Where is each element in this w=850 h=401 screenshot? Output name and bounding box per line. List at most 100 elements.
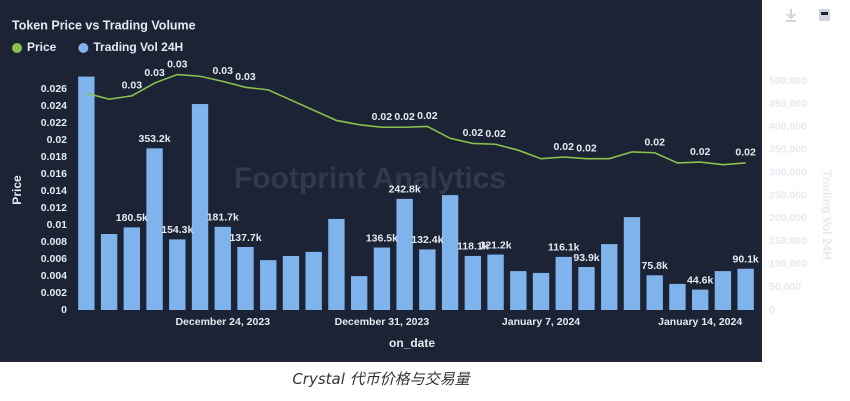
y-tick-label: 0.014 <box>41 185 67 197</box>
data-label: 0.03 <box>213 65 234 77</box>
bar <box>487 254 504 310</box>
y2-tick-label: 50,000 <box>769 281 801 293</box>
price-line <box>86 73 746 166</box>
legend-label: Price <box>27 40 57 54</box>
bar <box>282 255 300 310</box>
bar <box>305 251 322 310</box>
export-icon[interactable] <box>819 9 830 21</box>
y-tick-label: 0.004 <box>41 270 67 282</box>
x-tick-label: January 14, 2024 <box>658 316 742 328</box>
data-label: 0.02 <box>644 137 665 149</box>
y-tick-label: 0.01 <box>47 219 68 231</box>
bar <box>350 276 368 310</box>
y-axis-label: Price <box>10 175 24 205</box>
x-tick-label: January 7, 2024 <box>502 316 580 328</box>
y2-tick-label: 300,000 <box>769 166 807 178</box>
bar <box>532 272 550 310</box>
bar <box>737 268 754 310</box>
y2-tick-label: 0 <box>769 304 775 316</box>
bar <box>396 198 413 310</box>
data-label: 0.02 <box>372 111 393 123</box>
bar <box>441 195 459 310</box>
data-label: 353.2k <box>139 133 171 145</box>
bar <box>78 76 95 310</box>
data-label: 136.5k <box>366 232 398 244</box>
data-label: 0.02 <box>690 146 711 158</box>
data-label: 0.03 <box>167 58 188 70</box>
data-label: 118.1k <box>457 241 489 253</box>
bar <box>260 260 277 310</box>
y2-tick-label: 250,000 <box>769 189 807 201</box>
data-label: 0.03 <box>235 71 256 83</box>
bar <box>169 239 186 310</box>
bar <box>555 256 572 310</box>
y-tick-label: 0.006 <box>41 253 67 265</box>
data-label: 137.7k <box>229 232 261 244</box>
data-label: 0.02 <box>735 147 756 159</box>
download-icon[interactable] <box>786 9 796 22</box>
data-label: 0.02 <box>394 111 415 123</box>
bar <box>328 218 345 310</box>
data-label: 0.02 <box>485 128 506 140</box>
y2-tick-label: 100,000 <box>769 258 807 270</box>
bar <box>646 275 663 310</box>
data-label: 0.02 <box>463 127 484 139</box>
x-axis-label: on_date <box>389 336 435 350</box>
bar <box>510 271 527 310</box>
y-tick-label: 0.026 <box>41 83 67 95</box>
data-label: 0.03 <box>144 67 165 79</box>
y-tick-label: 0.008 <box>41 236 67 248</box>
data-label: 181.7k <box>207 212 239 224</box>
y2-tick-label: 500,000 <box>769 75 807 87</box>
bar <box>146 148 163 310</box>
data-label: 242.8k <box>389 184 421 196</box>
chart-title: Token Price vs Trading Volume <box>12 18 196 32</box>
data-label: 154.3k <box>161 224 193 236</box>
bar <box>714 271 732 310</box>
y-tick-label: 0 <box>61 304 67 316</box>
bar <box>623 217 641 310</box>
data-label: 75.8k <box>642 260 668 272</box>
data-label: 90.1k <box>732 254 758 266</box>
bar <box>669 283 686 310</box>
bar <box>601 244 618 310</box>
data-label: 180.5k <box>116 212 148 224</box>
data-label: 93.9k <box>573 252 599 264</box>
y2-tick-label: 450,000 <box>769 98 807 110</box>
bar <box>578 267 595 310</box>
y-tick-label: 0.018 <box>41 151 67 163</box>
data-label: 132.4k <box>411 234 443 246</box>
legend-marker <box>78 43 89 53</box>
y2-tick-label: 200,000 <box>769 212 807 224</box>
y2-tick-label: 350,000 <box>769 144 807 156</box>
y2-axis-label: Trading Vol 24H <box>820 170 834 260</box>
data-label: 0.02 <box>417 110 438 122</box>
watermark: Footprint Analytics <box>234 162 506 195</box>
y-tick-label: 0.012 <box>41 202 67 214</box>
x-tick-label: December 24, 2023 <box>175 316 270 328</box>
y-tick-label: 0.022 <box>41 117 67 129</box>
y2-tick-label: 400,000 <box>769 121 807 133</box>
legend-label: Trading Vol 24H <box>93 40 183 54</box>
y-tick-label: 0.016 <box>41 168 67 180</box>
data-label: 0.02 <box>554 141 575 153</box>
data-label: 44.6k <box>687 274 713 286</box>
bar <box>464 255 482 310</box>
bar <box>123 227 141 310</box>
chart: Token Price vs Trading Volume Footprint … <box>0 0 834 362</box>
bar <box>237 246 254 310</box>
bar <box>191 104 209 311</box>
y-tick-label: 0.024 <box>41 100 67 112</box>
bar <box>691 289 709 310</box>
bar <box>214 226 231 310</box>
bar <box>373 247 391 310</box>
y-tick-label: 0.02 <box>47 134 68 146</box>
bar <box>100 234 118 310</box>
y2-tick-label: 150,000 <box>769 235 807 247</box>
data-label: 116.1k <box>548 242 580 254</box>
bar <box>419 249 436 310</box>
data-label: 0.03 <box>122 80 143 92</box>
x-tick-label: December 31, 2023 <box>335 316 430 328</box>
data-label: 0.02 <box>576 142 597 154</box>
